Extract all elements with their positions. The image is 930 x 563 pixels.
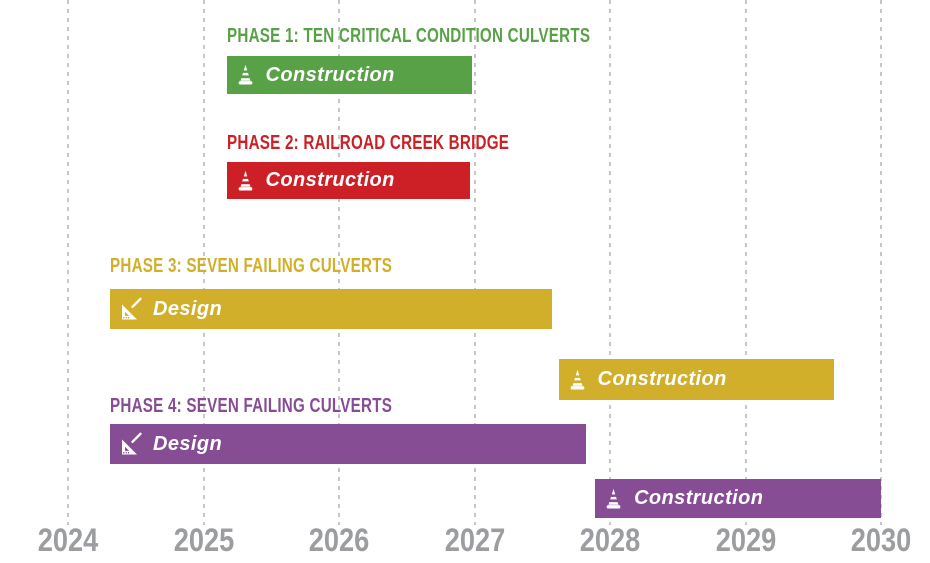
gridline-2024 <box>67 0 69 525</box>
phase-title-3: PHASE 3: SEVEN FAILING CULVERTS <box>110 255 393 277</box>
gantt-bar-phase4-design: Design <box>110 424 586 464</box>
phase-title-4: PHASE 4: SEVEN FAILING CULVERTS <box>110 395 393 417</box>
bar-label: Construction <box>265 63 395 86</box>
bar-label: Design <box>153 432 223 455</box>
gantt-bar-phase2-construction: Construction <box>226 162 471 199</box>
axis-tick-label-2030: 2030 <box>850 522 912 558</box>
phase-title-1: PHASE 1: TEN CRITICAL CONDITION CULVERTS <box>227 25 591 47</box>
traffic-cone-icon <box>235 63 256 87</box>
set-square-icon <box>118 431 143 457</box>
axis-tick-label-2028: 2028 <box>579 522 641 558</box>
traffic-cone-icon <box>603 487 624 511</box>
gantt-bar-phase4-construction: Construction <box>595 479 881 518</box>
bar-label: Construction <box>634 487 764 509</box>
axis-tick-label-2025: 2025 <box>173 522 234 558</box>
gridline-2027 <box>473 0 476 525</box>
gridline-2025 <box>202 0 205 525</box>
set-square-icon <box>118 296 143 322</box>
gridline-2030 <box>880 0 882 525</box>
axis-tick-label-2027: 2027 <box>444 522 505 558</box>
gridline-2028 <box>609 0 611 525</box>
gantt-bar-phase1-construction: Construction <box>226 56 472 94</box>
phase-title-2: PHASE 2: RAILROAD CREEK BRIDGE <box>227 132 510 154</box>
axis-tick-label-2026: 2026 <box>308 522 370 558</box>
gantt-bar-phase3-design: Design <box>110 289 552 329</box>
traffic-cone-icon <box>235 169 256 193</box>
axis-tick-label-2029: 2029 <box>715 522 776 558</box>
gridline-2029 <box>744 0 747 525</box>
gridline-2026 <box>338 0 340 525</box>
gantt-bar-phase3-construction: Construction <box>558 359 834 400</box>
bar-label: Construction <box>265 169 395 191</box>
axis-tick-label-2024: 2024 <box>37 522 99 558</box>
bar-label: Design <box>153 297 223 320</box>
bar-label: Construction <box>597 368 727 390</box>
traffic-cone-icon <box>567 368 588 392</box>
